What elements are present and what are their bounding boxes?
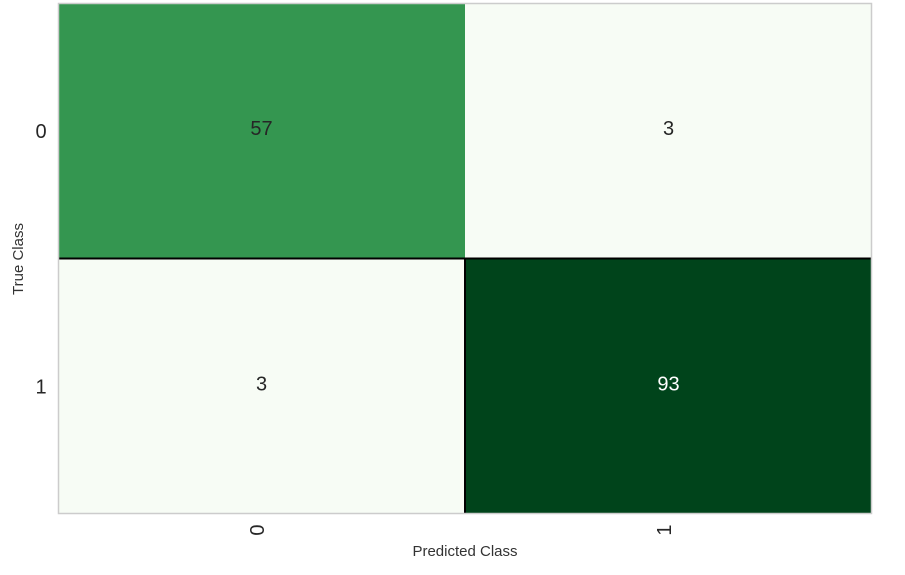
y-tick-label-0: 0 xyxy=(35,121,46,143)
plot-frame xyxy=(57,2,873,515)
heatmap-cell-r1-c1 xyxy=(465,258,872,514)
y-tick-label-1: 1 xyxy=(35,376,46,398)
y-tick-labels: 01 xyxy=(35,121,46,399)
cell-value-r0-c1: 3 xyxy=(663,118,674,140)
heatmap-cell-r0-c0 xyxy=(58,3,465,259)
cell-value-labels: 57 3 3 93 xyxy=(250,118,679,396)
cell-value-r1-c1: 93 xyxy=(657,374,679,396)
heatmap-cell-r0-c1 xyxy=(465,3,872,259)
cell-dividers xyxy=(58,257,872,514)
cell-value-r1-c0: 3 xyxy=(256,374,267,396)
x-tick-label-0: 0 xyxy=(247,524,269,535)
heatmap-cell-r1-c0 xyxy=(58,258,465,514)
x-tick-label-1: 1 xyxy=(654,524,676,535)
y-axis-label: True Class xyxy=(10,223,27,295)
cell-value-r0-c0: 57 xyxy=(250,118,272,140)
heatmap-cells xyxy=(58,3,872,514)
x-axis-label: Predicted Class xyxy=(412,543,517,560)
